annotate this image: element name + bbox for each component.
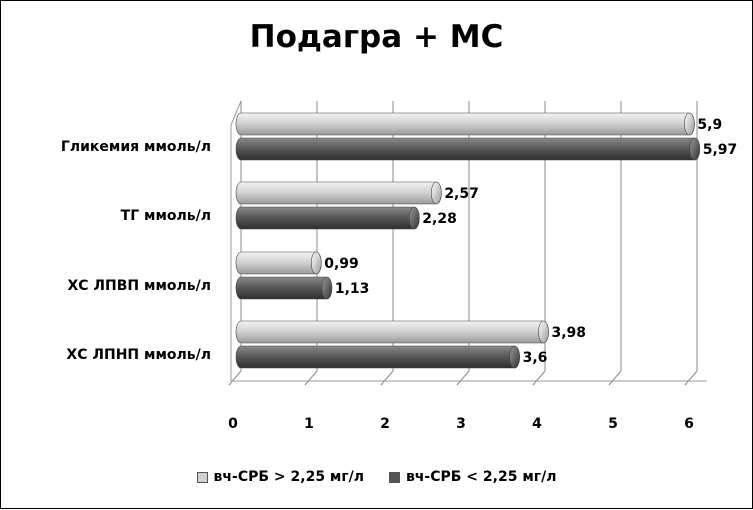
legend-item-series-2: вч-СРБ < 2,25 мг/л	[388, 469, 557, 485]
data-label: 3,6	[523, 350, 548, 366]
bar-end-cap	[431, 181, 442, 205]
floor-gridline	[608, 370, 622, 386]
category-label: ХС ЛПНП ммоль/л	[66, 347, 211, 363]
data-label: 2,57	[444, 186, 479, 202]
bar	[235, 112, 695, 136]
bar-end-cap	[408, 206, 420, 230]
bar	[235, 345, 520, 369]
data-label: 5,9	[697, 117, 722, 133]
category-labels: Гликемия ммоль/л ТГ ммоль/л ХС ЛПВП ммоль/…	[61, 139, 211, 363]
x-tick-labels: 0 1 2 3 4 5 6	[228, 416, 694, 432]
legend-item-series-1: вч-СРБ > 2,25 мг/л	[196, 469, 365, 485]
x-tick-label: 2	[380, 416, 390, 432]
bar-end-cap	[538, 320, 549, 344]
data-label: 5,97	[703, 142, 738, 158]
chart-title: Подагра + МС	[249, 19, 504, 55]
x-tick-label: 6	[684, 416, 694, 432]
legend: вч-СРБ > 2,25 мг/л вч-СРБ < 2,25 мг/л	[1, 469, 752, 487]
floor-gridline	[684, 370, 698, 386]
bar-end-cap	[310, 251, 322, 275]
floor-gridline	[532, 370, 546, 386]
floor-gridline	[380, 370, 394, 386]
bar	[235, 320, 549, 344]
x-tick-label: 1	[304, 416, 314, 432]
legend-swatch-dark	[388, 471, 400, 483]
bar	[235, 137, 700, 161]
data-label: 2,28	[422, 211, 457, 227]
x-tick-label: 4	[532, 416, 542, 432]
legend-label-series-2: вч-СРБ < 2,25 мг/л	[405, 469, 557, 485]
floor-gridline	[456, 370, 470, 386]
x-tick-label: 0	[228, 416, 238, 432]
bars	[235, 112, 701, 369]
legend-label-series-1: вч-СРБ > 2,25 мг/л	[213, 469, 365, 485]
floor-gridline	[228, 370, 242, 386]
x-tick-label: 3	[456, 416, 466, 432]
data-label: 1,13	[335, 281, 370, 297]
bar-end-cap	[689, 137, 701, 161]
category-label: Гликемия ммоль/л	[61, 139, 211, 155]
bar	[235, 251, 322, 275]
data-label: 0,99	[324, 256, 359, 272]
bar	[235, 206, 420, 230]
bar	[235, 276, 333, 300]
category-label: ХС ЛПВП ммоль/л	[67, 278, 211, 294]
bar-end-cap	[509, 345, 520, 369]
bar-end-cap	[684, 112, 695, 136]
x-tick-label: 5	[608, 416, 618, 432]
floor-gridline	[304, 370, 318, 386]
wall-top-diagonal	[230, 100, 242, 126]
category-label: ТГ ммоль/л	[121, 208, 211, 224]
bar-end-cap	[321, 276, 333, 300]
data-label: 3,98	[551, 325, 586, 341]
bar	[235, 181, 442, 205]
legend-swatch-light	[196, 471, 208, 483]
data-labels: 5,9 2,57 0,99 3,98 5,97 2,28 1,13 3,6	[324, 117, 737, 366]
